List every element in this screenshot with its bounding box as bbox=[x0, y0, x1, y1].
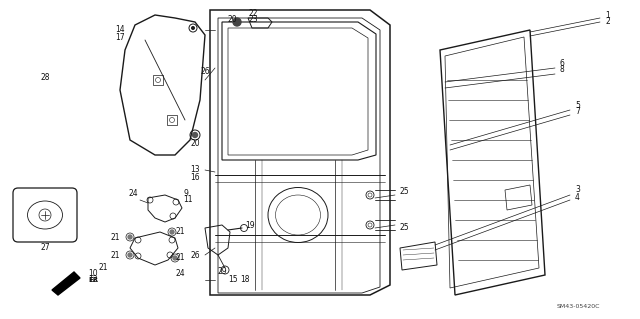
Circle shape bbox=[170, 230, 174, 234]
Text: 26: 26 bbox=[200, 68, 210, 77]
Text: 21: 21 bbox=[175, 254, 184, 263]
Text: 28: 28 bbox=[40, 73, 50, 83]
Text: 10: 10 bbox=[88, 269, 98, 278]
Text: 26: 26 bbox=[190, 250, 200, 259]
Text: 5: 5 bbox=[575, 100, 580, 109]
Text: 3: 3 bbox=[575, 186, 580, 195]
Circle shape bbox=[233, 18, 241, 26]
Text: 27: 27 bbox=[40, 243, 50, 253]
Text: 11: 11 bbox=[183, 196, 193, 204]
Text: 21: 21 bbox=[111, 250, 120, 259]
Circle shape bbox=[173, 256, 177, 260]
Circle shape bbox=[191, 26, 195, 30]
Text: 13: 13 bbox=[190, 166, 200, 174]
Circle shape bbox=[128, 253, 132, 257]
Text: 25: 25 bbox=[400, 224, 410, 233]
Text: 21: 21 bbox=[111, 233, 120, 241]
Text: 12: 12 bbox=[88, 276, 98, 285]
Text: 18: 18 bbox=[240, 275, 250, 284]
Text: 4: 4 bbox=[575, 192, 580, 202]
Text: 21: 21 bbox=[99, 263, 108, 272]
Text: 14: 14 bbox=[115, 26, 125, 34]
Text: 19: 19 bbox=[245, 220, 255, 229]
Text: 20: 20 bbox=[227, 14, 237, 24]
Text: 24: 24 bbox=[175, 269, 184, 278]
Text: 2: 2 bbox=[605, 17, 610, 26]
Polygon shape bbox=[52, 272, 80, 295]
Text: 9: 9 bbox=[183, 189, 188, 197]
Text: 6: 6 bbox=[560, 58, 565, 68]
Text: 21: 21 bbox=[175, 227, 184, 236]
Circle shape bbox=[128, 235, 132, 239]
Text: 15: 15 bbox=[228, 275, 237, 284]
Text: 24: 24 bbox=[129, 189, 138, 198]
Text: 20: 20 bbox=[190, 138, 200, 147]
Text: 22: 22 bbox=[248, 10, 258, 19]
Text: 8: 8 bbox=[560, 65, 564, 75]
Text: 1: 1 bbox=[605, 11, 610, 19]
Text: 23: 23 bbox=[248, 16, 258, 25]
Text: FR: FR bbox=[88, 277, 98, 283]
Text: SM43-05420C: SM43-05420C bbox=[557, 305, 600, 309]
Circle shape bbox=[193, 132, 198, 137]
Text: 7: 7 bbox=[575, 108, 580, 116]
Text: 25: 25 bbox=[400, 188, 410, 197]
Text: 29: 29 bbox=[218, 268, 228, 277]
Text: 16: 16 bbox=[190, 173, 200, 182]
Text: 17: 17 bbox=[115, 33, 125, 41]
